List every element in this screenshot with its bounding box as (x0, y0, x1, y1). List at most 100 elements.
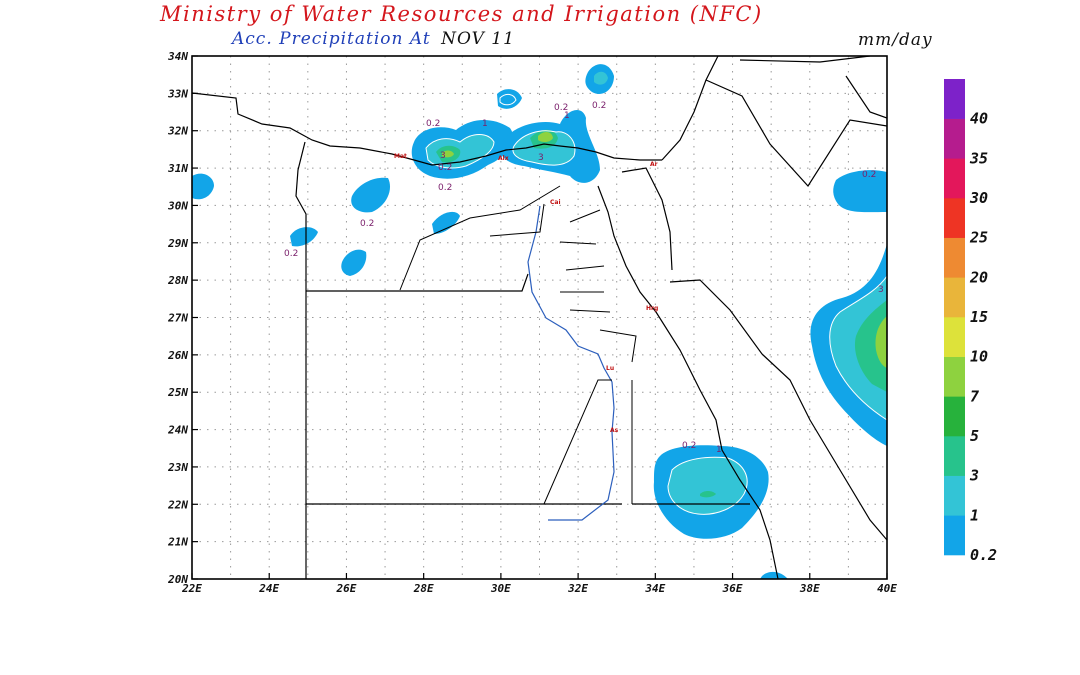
contour-line (829, 275, 887, 421)
contour-label: 0.2 (438, 183, 452, 193)
lat-tick-label: 31N (167, 162, 188, 175)
lon-tick-label: 38E (799, 582, 820, 595)
legend-swatch (944, 436, 965, 476)
at-label: At (409, 29, 431, 49)
nile-river (527, 205, 615, 521)
legend-label: 1 (970, 506, 979, 524)
precip-area-southeast-1 (668, 457, 748, 515)
city-label: Mat (394, 153, 407, 160)
red-sea-west-coast (655, 311, 779, 579)
lat-tick-label: 34N (167, 50, 188, 63)
lon-tick-label: 22E (181, 582, 202, 595)
precip-area-small (432, 211, 460, 234)
precipitation-areas (192, 64, 887, 579)
lon-tick-label: 24E (258, 582, 279, 595)
lat-tick-label: 32N (167, 125, 188, 138)
legend-label: 5 (970, 427, 979, 445)
lat-tick-label: 21N (167, 536, 188, 549)
sinai-border (621, 167, 673, 271)
contour-label: 0.2 (592, 101, 606, 111)
lat-tick-label: 26N (167, 349, 188, 362)
legend-swatch (944, 198, 965, 238)
lon-tick-label: 26E (336, 582, 357, 595)
inner-boundary-north (306, 273, 529, 292)
contour-label: 3 (538, 153, 544, 163)
precip-area-small (341, 249, 367, 276)
contour-line (667, 456, 748, 515)
legend-swatch (944, 79, 965, 119)
legend-swatch (944, 317, 965, 357)
lon-tick-label: 28E (413, 582, 434, 595)
legend-swatch (944, 475, 965, 516)
legend-swatch (944, 396, 965, 437)
lon-tick-label: 32E (567, 582, 588, 595)
precip-area-small-1 (594, 71, 608, 85)
legend-label: 25 (969, 229, 988, 247)
contour-label: 0.2 (426, 119, 440, 129)
precip-area-small (192, 173, 214, 200)
legend-label: 15 (970, 308, 988, 326)
precip-area-red-sea-5 (875, 316, 887, 368)
contour-line (499, 93, 517, 106)
precip-area-small (497, 89, 522, 109)
lat-tick-label: 24N (167, 424, 188, 437)
legend-label: 30 (969, 189, 988, 207)
legend-swatch (944, 277, 965, 318)
latitude-ticks: 20N 21N 22N 23N 24N 25N 26N 27N 28N 29N 30N 31N 32N 3… (167, 50, 198, 586)
map-title: Ministry of Water Resources and Irrigati… (160, 2, 763, 26)
lat-tick-label: 22N (167, 498, 188, 511)
contour-labels: 0.2 0.2 0.2 0.2 0.2 0.2 0.2 0.2 0.2 1 1 … (284, 101, 884, 455)
contour-label: 0.2 (862, 170, 876, 180)
gulf-of-suez-coast (597, 185, 657, 313)
legend-label: 0.2 (970, 546, 997, 564)
lon-tick-label: 36E (722, 582, 743, 595)
lat-tick-label: 33N (167, 87, 188, 100)
contour-lines (425, 93, 887, 515)
precip-area-southeast-3 (700, 491, 716, 498)
legend-swatch (944, 356, 965, 397)
lat-tick-label: 29N (167, 237, 188, 250)
precip-area-small (351, 177, 391, 213)
contour-label: 0.2 (360, 219, 374, 229)
lon-tick-label: 40E (877, 582, 897, 595)
precip-area-small (290, 227, 318, 247)
contour-label: 0.2 (284, 249, 298, 259)
city-label: As (610, 427, 619, 434)
contour-label: 0.2 (554, 103, 568, 113)
product-name: Acc. Precipitation (232, 29, 404, 49)
contour-label: 0.2 (438, 163, 452, 173)
legend-swatch (944, 158, 965, 199)
sudan-north-line (543, 379, 633, 505)
city-label: Cai (550, 199, 561, 206)
city-label: Lu (606, 365, 614, 372)
contour-label: 0.2 (682, 441, 696, 451)
legend-label: 40 (970, 110, 988, 128)
legend-label: 10 (970, 348, 988, 366)
egypt-libya-border (295, 141, 307, 579)
precip-area-small (760, 571, 788, 579)
precip-area-red-sea-3 (854, 300, 887, 392)
city-labels: Mat Alx Ar Cai Hrg Lu As (394, 153, 658, 434)
city-label: Hrg (646, 305, 658, 312)
legend-swatch (944, 515, 965, 556)
geography-lines (192, 56, 887, 579)
units-label: mm/day (858, 30, 933, 50)
red-sea-east-coast (669, 279, 887, 541)
map-subtitle: Acc. Precipitation At NOV 11 (232, 29, 515, 49)
precip-area-west-coast-5 (442, 150, 454, 158)
lon-tick-label: 30E (490, 582, 511, 595)
jordan-saudi-border (705, 79, 887, 187)
legend-swatch (944, 118, 965, 159)
longitude-ticks: 22E 24E 26E 28E 30E 32E 34E 36E 38E 40E (181, 573, 897, 595)
contour-label: 1 (716, 445, 722, 455)
precip-area-small (833, 170, 887, 213)
lat-tick-label: 20N (167, 573, 188, 586)
precip-area-delta-5 (538, 132, 553, 143)
legend-label: 3 (969, 467, 979, 485)
regional-border (739, 56, 887, 119)
contour-label: 3 (878, 285, 884, 295)
city-label: Ar (650, 161, 658, 168)
valid-date: NOV 11 (441, 29, 515, 49)
